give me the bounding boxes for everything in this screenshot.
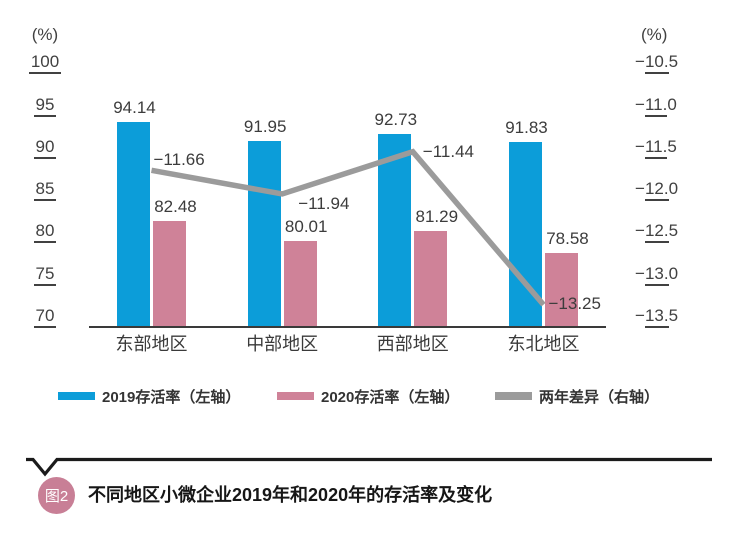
bar-value-label: 94.14 (113, 98, 156, 118)
right-axis-tick: −12.0 (635, 179, 705, 202)
x-axis-label-西部地区: 西部地区 (376, 334, 449, 354)
right-axis-tick: −12.5 (635, 221, 705, 244)
tick-label: − (635, 94, 645, 114)
left-axis-tick: 70 (17, 307, 73, 328)
legend-label: 2019存活率（左轴） (102, 388, 241, 406)
tick-label: 13. (644, 307, 669, 328)
left-axis-tick: 80 (17, 222, 73, 244)
difference-polyline (151, 148, 546, 307)
bar-2019-东部地区 (117, 122, 150, 326)
bar-value-label: 80.01 (284, 217, 328, 237)
bar-2019-中部地区 (247, 140, 281, 326)
tick-label: − (635, 305, 645, 325)
bar-2020-西部地区 (414, 230, 448, 326)
left-axis-unit: (%) (31, 25, 59, 44)
tick-label: 0 (668, 263, 679, 283)
right-axis-tick: −11.5 (635, 138, 705, 159)
bar-2020-中部地区 (283, 241, 317, 326)
tick-label: 11. (644, 96, 668, 117)
legend-item: 2020存活率（左轴） (277, 386, 459, 406)
right-axis-tick: −11.0 (635, 96, 705, 117)
x-axis-label-中部地区: 中部地区 (246, 334, 319, 354)
legend-swatch (277, 392, 314, 400)
legend-label: 2020存活率（左轴） (321, 388, 460, 406)
bar-value-label: 82.48 (154, 196, 197, 216)
tick-label: 0 (667, 94, 677, 114)
legend-item: 两年差异（右轴） (495, 386, 659, 406)
tick-label: − (635, 136, 645, 156)
tick-label: 90 (33, 138, 57, 159)
bar-value-label: 81.29 (415, 206, 459, 226)
line-value-label: −13.25 (548, 293, 601, 313)
line-value-label: −11.66 (153, 150, 205, 170)
tick-label: − (635, 263, 645, 283)
bar-2020-东部地区 (153, 220, 186, 326)
tick-label: 100 (28, 53, 62, 75)
right-axis-unit: (%) (641, 25, 668, 44)
tick-label: 5 (667, 136, 677, 156)
legend-swatch (58, 392, 95, 400)
left-axis-tick: 85 (17, 180, 73, 202)
chart-legend: 2019存活率（左轴） 2020存活率（左轴） 两年差异（右轴） (0, 386, 730, 408)
legend-swatch (495, 392, 532, 400)
left-axis-tick: 95 (17, 96, 73, 117)
x-axis-label-东部地区: 东部地区 (115, 334, 188, 354)
left-axis-tick: 90 (17, 138, 73, 159)
tick-label: 85 (33, 180, 57, 202)
legend-item: 2019存活率（左轴） (58, 386, 240, 406)
tick-label: 11. (644, 138, 668, 159)
line-value-label: −11.44 (422, 141, 475, 161)
tick-label: 13. (644, 265, 669, 286)
difference-line (151, 148, 546, 307)
x-axis-line (89, 326, 606, 328)
tick-label: 5 (668, 305, 679, 325)
legend-label: 两年差异（右轴） (539, 388, 660, 406)
bar-2020-东北地区 (545, 253, 578, 326)
plot-area: 94.14 91.95 92.73 91.83 82.48 80.01 81.29 78.58 (89, 0, 605, 326)
bar-value-label: 91.95 (243, 116, 287, 136)
tick-label: 70 (33, 307, 57, 328)
tick-label: 12. (644, 222, 669, 244)
bar-2019-西部地区 (378, 133, 412, 326)
bar-value-label: 78.58 (546, 229, 589, 249)
bar-value-label: 91.83 (505, 117, 548, 137)
tick-label: 95 (33, 96, 57, 117)
tick-label: − (635, 52, 645, 72)
x-axis-label-东北地区: 东北地区 (507, 334, 580, 354)
left-axis-tick: 100 (17, 53, 73, 75)
tick-label: 12. (644, 180, 669, 202)
tick-label: 5 (668, 221, 679, 241)
right-axis-tick: −10.5 (635, 52, 705, 75)
right-axis: −10.5 −11.0 −11.5 −12.0 −12.5 −13.0 −13.5 (635, 0, 705, 551)
tick-label: 5 (668, 52, 679, 72)
figure-caption: 不同地区小微企业2019年和2020年的存活率及变化 (88, 485, 493, 505)
left-axis-tick: 75 (17, 265, 73, 286)
tick-label: − (635, 221, 645, 241)
right-axis-tick: −13.5 (635, 307, 705, 328)
tick-label: 80 (33, 222, 57, 244)
left-axis: 100 95 90 85 80 75 70 (17, 0, 73, 551)
tick-label: 75 (33, 265, 57, 286)
caption-row: 图2 不同地区小微企业2019年和2020年的存活率及变化 (0, 477, 730, 514)
bar-value-label: 92.73 (374, 109, 418, 129)
divider-notch (26, 457, 712, 477)
right-axis-tick: −13.0 (635, 265, 705, 286)
line-value-label: −11.94 (298, 193, 350, 213)
tick-label: 10. (644, 53, 669, 75)
figure-number-badge: 图2 (38, 477, 75, 514)
tick-label: − (635, 179, 645, 199)
tick-label: 0 (668, 179, 679, 199)
